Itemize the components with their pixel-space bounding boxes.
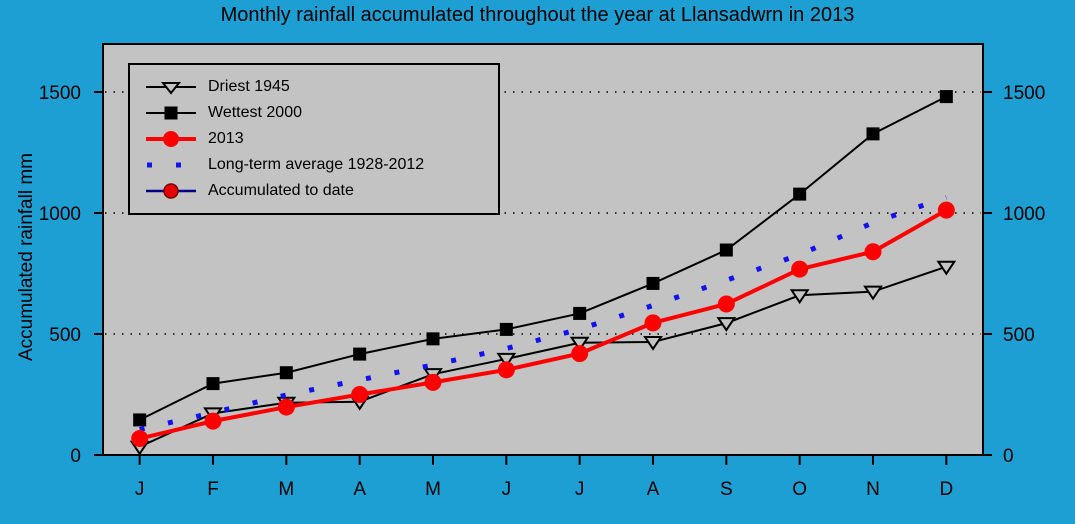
legend-label: Accumulated to date — [208, 182, 354, 199]
marker-wettest-2000 — [279, 366, 293, 380]
marker-wettest-2000 — [353, 347, 367, 361]
marker-2013 — [497, 361, 515, 379]
marker-driest-1945 — [716, 317, 737, 332]
marker-wettest-2000 — [499, 322, 513, 336]
x-tick-label: O — [792, 479, 807, 500]
legend-swatch-icon — [146, 106, 196, 120]
y-tick-label-right: 1500 — [1003, 83, 1045, 104]
series-2013-line — [139, 208, 948, 441]
legend-item-2: 2013 — [146, 126, 498, 152]
series-long-term-average-line — [139, 194, 948, 433]
marker-2013 — [204, 412, 222, 430]
marker-driest-1945 — [496, 352, 517, 368]
marker-2013 — [864, 243, 882, 261]
x-tick-label: D — [939, 479, 953, 500]
x-tick-label: J — [575, 479, 585, 500]
legend: Driest 1945 Wettest 2000 2013 Long-term ave… — [128, 63, 500, 215]
marker-wettest-2000 — [573, 306, 587, 320]
marker-2013 — [571, 345, 589, 363]
x-tick-label: J — [502, 479, 512, 500]
legend-label: Wettest 2000 — [208, 104, 302, 121]
chart-title: Monthly rainfall accumulated throughout … — [220, 4, 855, 26]
marker-2013 — [791, 260, 809, 278]
marker-wettest-2000 — [719, 243, 733, 257]
marker-driest-1945 — [863, 285, 883, 301]
x-tick-label: A — [647, 479, 660, 500]
marker-wettest-2000 — [866, 127, 880, 141]
legend-label: 2013 — [208, 130, 244, 147]
marker-driest-1945 — [789, 289, 810, 305]
marker-2013 — [424, 373, 442, 391]
x-tick-label: M — [278, 479, 294, 500]
series-wettest-2000-line — [139, 95, 947, 421]
legend-item-4: Accumulated to date — [146, 178, 498, 204]
marker-wettest-2000 — [793, 187, 807, 201]
x-tick-label: M — [425, 479, 441, 500]
marker-driest-1945 — [569, 336, 590, 352]
y-tick-label-right: 1000 — [1003, 204, 1045, 225]
legend-swatch-icon — [146, 131, 196, 147]
y-tick-label-left: 1000 — [39, 204, 81, 225]
x-tick-label: F — [207, 479, 219, 500]
x-tick-label: S — [720, 479, 733, 500]
legend-swatch-icon — [146, 183, 196, 199]
marker-wettest-2000 — [426, 332, 440, 346]
marker-2013 — [717, 295, 735, 313]
legend-item-0: Driest 1945 — [146, 74, 498, 100]
marker-2013 — [937, 201, 955, 219]
x-tick-label: J — [135, 479, 145, 500]
marker-driest-1945 — [643, 335, 663, 351]
marker-driest-1945 — [936, 260, 957, 276]
marker-2013 — [131, 430, 149, 448]
legend-label: Driest 1945 — [208, 78, 290, 95]
x-tick-label: A — [353, 479, 366, 500]
marker-2013 — [351, 386, 369, 403]
legend-item-1: Wettest 2000 — [146, 100, 498, 126]
legend-label: Long-term average 1928-2012 — [208, 156, 425, 173]
marker-2013 — [644, 314, 662, 332]
legend-item-3: Long-term average 1928-2012 — [146, 152, 498, 178]
legend-swatch-icon — [147, 162, 196, 168]
y-tick-label-right: 500 — [1003, 325, 1035, 346]
marker-wettest-2000 — [133, 413, 147, 427]
x-tick-label: N — [866, 479, 880, 500]
series-driest-1945-line — [139, 265, 947, 448]
legend-swatch-icon — [146, 82, 196, 95]
marker-2013 — [277, 398, 295, 416]
y-tick-label-left: 500 — [49, 325, 81, 346]
marker-wettest-2000 — [646, 276, 660, 290]
y-tick-label-left: 0 — [70, 446, 81, 467]
marker-wettest-2000 — [939, 90, 953, 104]
marker-wettest-2000 — [206, 377, 220, 391]
y-tick-label-left: 1500 — [39, 83, 81, 104]
y-tick-label-right: 0 — [1003, 446, 1014, 467]
